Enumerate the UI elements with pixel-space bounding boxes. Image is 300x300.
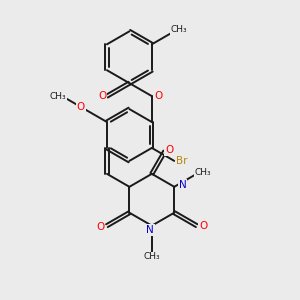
Text: Br: Br [176,156,188,166]
Text: N: N [146,225,154,235]
Text: O: O [77,102,85,112]
Text: N: N [179,180,186,190]
Text: O: O [199,221,207,231]
Text: CH₃: CH₃ [195,168,211,177]
Text: O: O [96,222,105,232]
Text: CH₃: CH₃ [170,26,187,34]
Text: CH₃: CH₃ [143,252,160,261]
Text: O: O [98,91,107,101]
Text: CH₃: CH₃ [49,92,66,100]
Text: O: O [165,145,173,155]
Text: O: O [154,91,162,101]
